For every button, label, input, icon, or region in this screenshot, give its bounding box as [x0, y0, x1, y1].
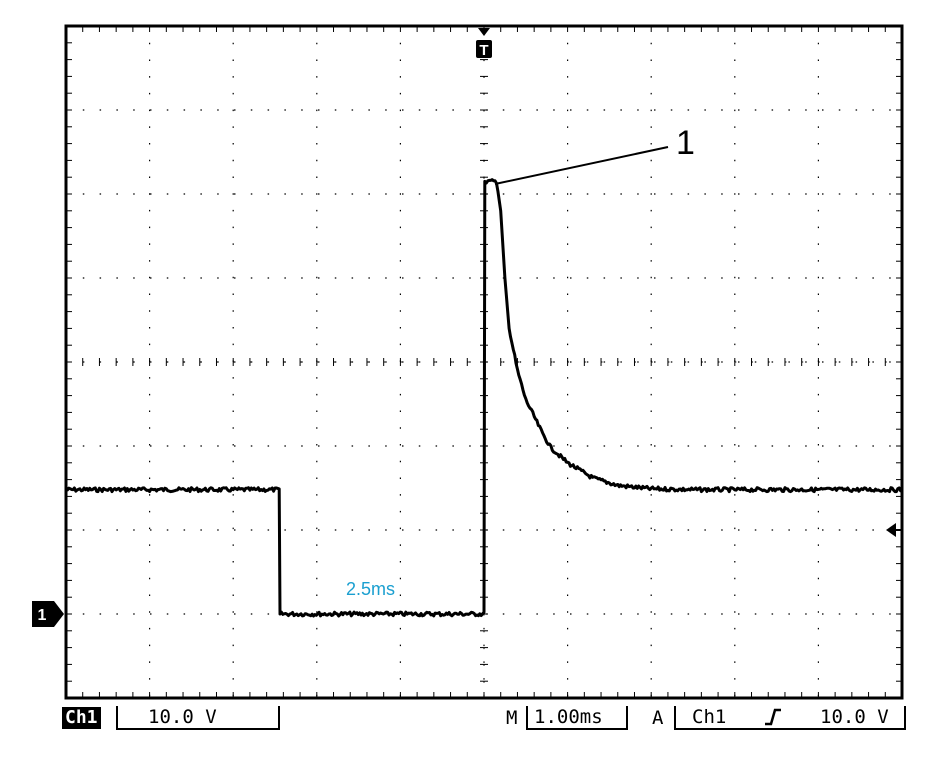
timebase-value: 1.00ms — [534, 706, 603, 728]
trigger-level: 10.0 V — [820, 706, 889, 728]
waveform-trace — [65, 178, 904, 618]
trigger-mode: A — [652, 707, 664, 729]
volts-per-div-box: 10.0 V — [116, 706, 280, 730]
channel-ground-marker — [32, 601, 64, 627]
trigger-position-arrow — [478, 28, 490, 36]
channel-ground-marker-label: 1 — [38, 607, 47, 624]
trigger-marker-label: T — [479, 42, 488, 59]
trigger-source: Ch1 — [692, 706, 727, 728]
channel-badge: Ch1 — [62, 707, 101, 729]
timebase-box: 1.00ms — [526, 706, 628, 730]
peak-leader-line — [494, 146, 669, 185]
rising-edge-icon — [765, 708, 781, 726]
trigger-marker-box — [476, 40, 492, 58]
volts-per-div: 10.0 V — [148, 706, 217, 728]
duration-annotation: 2.5ms — [346, 579, 395, 599]
timebase-prefix: M — [506, 707, 518, 729]
trigger-level-arrow — [886, 523, 896, 537]
trigger-box: Ch1 10.0 V — [674, 706, 906, 730]
peak-annotation-label: 1 — [676, 124, 695, 162]
